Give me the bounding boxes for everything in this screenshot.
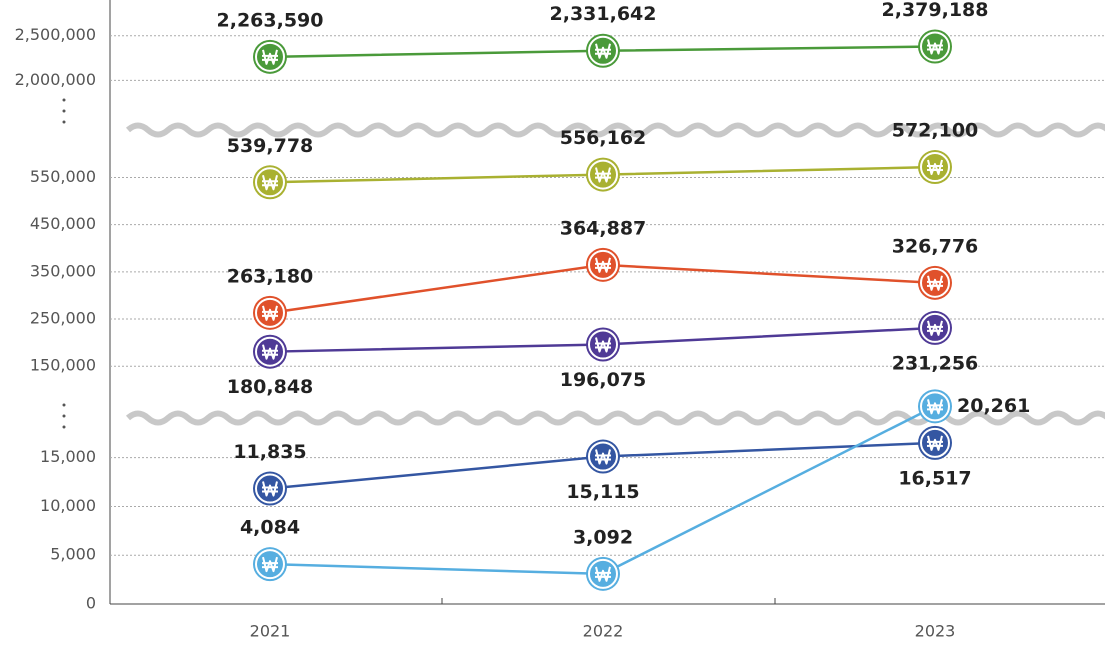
won-icon	[262, 481, 278, 497]
point-marker	[918, 310, 952, 345]
x-tick-label: 2021	[250, 622, 291, 641]
y-tick-label: 350,000	[30, 261, 96, 280]
point-marker	[586, 439, 620, 474]
data-label: 2,331,642	[550, 3, 657, 25]
data-label: 15,115	[566, 481, 639, 503]
y-tick-label: 0	[86, 594, 96, 613]
won-icon	[927, 399, 943, 415]
won-icon	[927, 320, 943, 336]
point-marker	[586, 33, 620, 68]
point-marker	[586, 157, 620, 192]
y-tick-label: 2,500,000	[15, 25, 96, 44]
won-icon	[262, 175, 278, 191]
won-icon	[595, 257, 611, 273]
point-marker	[918, 29, 952, 64]
point-marker	[586, 556, 620, 591]
y-tick-label: 450,000	[30, 214, 96, 233]
data-label: 364,887	[560, 217, 647, 239]
axis-break-wave	[125, 122, 1105, 138]
point-marker	[918, 150, 952, 185]
point-marker	[918, 425, 952, 460]
point-marker	[253, 471, 287, 506]
won-icon	[262, 556, 278, 573]
data-label: 180,848	[227, 376, 314, 398]
y-tick-label: 10,000	[40, 496, 96, 515]
y-tick-label: 150,000	[30, 356, 96, 375]
won-icon	[262, 344, 278, 360]
point-marker	[253, 165, 287, 200]
won-icon	[595, 566, 611, 582]
data-label: 572,100	[892, 120, 979, 142]
y-tick-label: 15,000	[40, 447, 96, 466]
y-tick-label: 5,000	[50, 545, 96, 564]
axis-break-dots	[62, 98, 66, 429]
won-icon	[927, 435, 943, 451]
data-label: 20,261	[957, 395, 1030, 417]
data-label: 231,256	[892, 352, 979, 374]
data-label: 4,084	[240, 517, 300, 539]
axis-break-wave	[125, 410, 1105, 426]
data-label: 263,180	[227, 265, 314, 287]
y-tick-label: 550,000	[30, 167, 96, 186]
point-marker	[586, 327, 620, 362]
point-marker	[253, 39, 287, 74]
won-icon	[262, 305, 278, 321]
won-icon	[595, 43, 611, 59]
point-marker	[586, 247, 620, 282]
won-icon	[595, 337, 611, 353]
point-marker	[253, 295, 287, 330]
data-label: 539,778	[227, 135, 314, 157]
data-label: 2,263,590	[217, 9, 324, 31]
y-tick-label: 2,000,000	[15, 70, 96, 89]
point-marker	[253, 334, 287, 369]
won-icon	[927, 159, 943, 176]
point-marker	[918, 389, 952, 424]
won-icon	[595, 449, 611, 465]
won-icon	[595, 167, 611, 183]
data-label: 196,075	[560, 369, 647, 391]
data-label: 16,517	[898, 467, 971, 489]
data-label: 556,162	[560, 127, 647, 149]
x-tick-label: 2023	[915, 622, 956, 641]
data-label: 2,379,188	[882, 0, 989, 21]
won-icon	[262, 49, 278, 65]
won-icon	[927, 39, 943, 55]
point-marker	[253, 547, 287, 582]
data-label: 3,092	[573, 526, 633, 548]
won-icon	[927, 275, 943, 291]
point-marker	[918, 265, 952, 300]
data-label: 326,776	[892, 235, 979, 257]
data-label: 11,835	[233, 441, 306, 463]
y-tick-label: 250,000	[30, 309, 96, 328]
x-tick-label: 2022	[583, 622, 624, 641]
